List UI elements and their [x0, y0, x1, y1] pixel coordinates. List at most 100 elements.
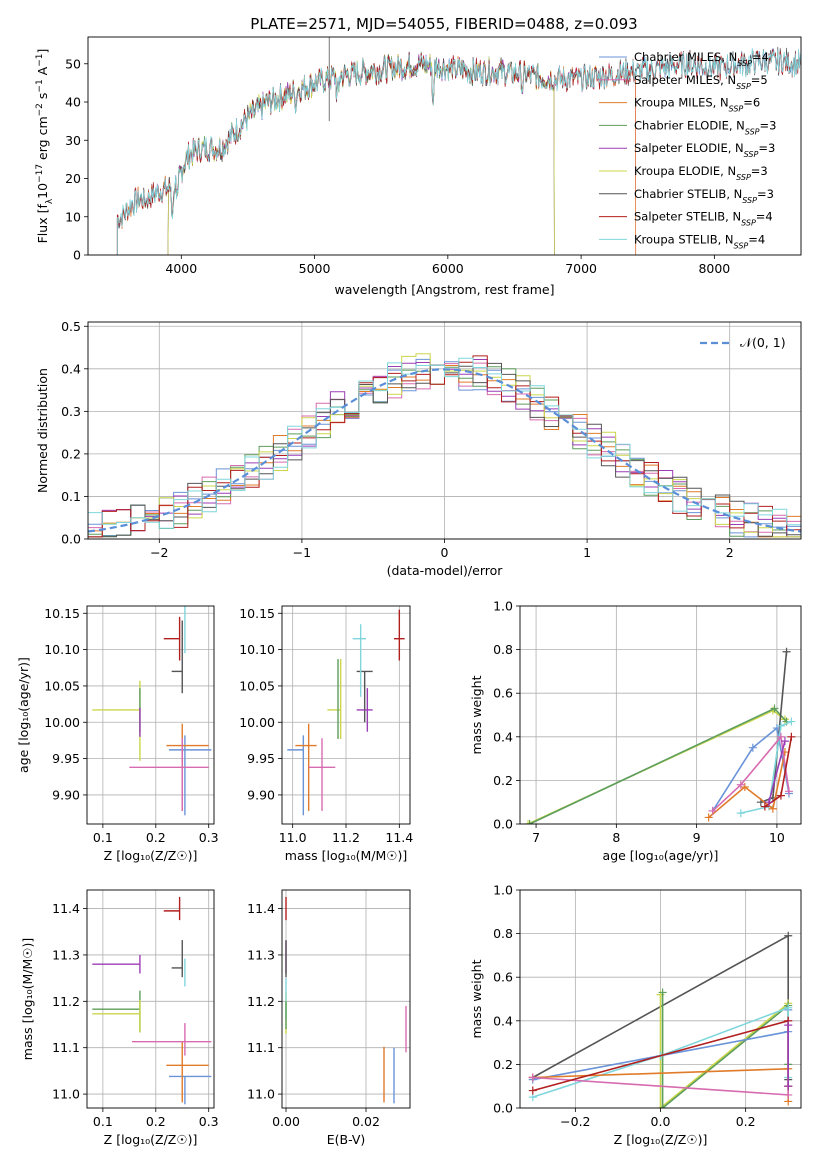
line-plot — [528, 931, 793, 1108]
y-axis-label: age [log₁₀(age/yr)] — [16, 657, 31, 773]
legend-entry-name: Chabrier ELODIE, N — [634, 118, 745, 132]
errorbar-plot — [287, 609, 405, 816]
legend-entry: Salpeter ELODIE, NSSP=3 — [634, 141, 775, 159]
residual-histogram-panel: −2 −1 0 1 2 0.0 0.1 0.2 0.3 0.4 0.5 (data-model)/er… — [35, 319, 802, 578]
y-tick-label: 0.0 — [61, 532, 81, 547]
x-tick-label: 9 — [693, 830, 701, 845]
y-tick-label: 0.6 — [493, 970, 513, 985]
legend-entry-value: =3 — [758, 141, 775, 155]
axes-frame — [281, 889, 411, 1109]
y-axis-label: mass [log₁₀(M/M☉)] — [20, 938, 35, 1060]
legend-entry-sub: SSP — [745, 127, 760, 136]
axes-frame — [519, 889, 802, 1109]
x-tick-label: 11.2 — [332, 830, 360, 845]
legend-entry-sub: SSP — [734, 241, 749, 250]
legend-entry-name: Salpeter ELODIE, N — [634, 141, 744, 155]
y-tick-label: 10.10 — [44, 642, 80, 657]
x-axis-label: (data-model)/error — [387, 563, 504, 578]
y-axis-label-part: −17 — [35, 164, 45, 183]
y-tick-label: 10.00 — [239, 715, 275, 730]
weight-series-line — [708, 751, 786, 819]
y-axis-label-part: erg cm — [35, 116, 50, 164]
x-tick-label: 0.3 — [199, 830, 219, 845]
y-axis-label-part: 10 — [35, 183, 50, 199]
y-tick-label: 11.1 — [247, 1040, 275, 1055]
y-tick-label: 11.4 — [247, 901, 275, 916]
x-tick-label: 0.1 — [93, 1114, 113, 1129]
axes-frame — [86, 605, 215, 825]
legend-entry-value: =4 — [748, 232, 765, 246]
x-tick-label: 10 — [769, 830, 785, 845]
y-tick-label: 11.3 — [247, 947, 275, 962]
x-tick-label: 0.2 — [736, 1114, 756, 1129]
y-tick-label: 11.2 — [247, 994, 275, 1009]
weight-point-marker — [656, 1104, 665, 1108]
figure-title: PLATE=2571, MJD=54055, FIBERID=0488, z=0… — [250, 15, 637, 33]
legend-entry-sub: SSP — [729, 104, 744, 113]
y-tick-label: 9.90 — [247, 787, 275, 802]
weight-point-marker — [776, 732, 785, 741]
y-axis-label: Normed distribution — [35, 368, 50, 493]
mass-weight-vs-metallicity-panel: −0.2 0.0 0.2 0.0 0.2 0.4 0.6 0.8 1.0 Z [log₁₀(Z/Z… — [469, 883, 802, 1147]
weight-point-marker — [770, 704, 779, 713]
y-tick-label: 0.1 — [61, 489, 81, 504]
y-axis-label-part: −1 — [35, 79, 45, 92]
x-tick-label: 2 — [726, 545, 734, 560]
y-axis-label-part: ] — [35, 49, 50, 54]
legend-entry: Kroupa ELODIE, NSSP=3 — [634, 164, 768, 182]
x-tick-label: 8000 — [698, 261, 730, 276]
axes-frame — [87, 321, 802, 540]
weight-point-marker — [704, 813, 713, 822]
y-tick-label: 10.05 — [239, 678, 275, 693]
legend-entry-value: =4 — [752, 50, 769, 64]
legend-entry: Chabrier ELODIE, NSSP=3 — [634, 118, 776, 136]
y-tick-label: 0.2 — [61, 446, 81, 461]
y-tick-label: 0.4 — [493, 729, 513, 744]
y-tick-label: 10.15 — [239, 606, 275, 621]
x-tick-label: 0.3 — [199, 1114, 219, 1129]
y-tick-label: 30 — [65, 133, 81, 148]
legend-entry-value: =5 — [751, 73, 768, 87]
y-tick-label: 0.4 — [61, 361, 81, 376]
y-axis-label-part: s — [35, 93, 50, 104]
y-tick-label: 11.4 — [52, 901, 80, 916]
x-tick-label: 1 — [583, 545, 591, 560]
y-tick-label: 9.95 — [247, 751, 275, 766]
x-tick-label: −0.2 — [560, 1114, 590, 1129]
weight-point-marker — [776, 791, 785, 800]
x-tick-label: 0.1 — [93, 830, 113, 845]
axes-frame — [87, 36, 802, 256]
legend-entry: Salpeter STELIB, NSSP=4 — [634, 210, 773, 228]
histogram-series — [88, 357, 801, 538]
x-tick-label: −1 — [293, 545, 311, 560]
y-tick-label: 11.3 — [52, 947, 80, 962]
axes-frame — [86, 889, 215, 1109]
spectrum-lines — [116, 37, 801, 255]
legend-entry: Chabrier STELIB, NSSP=3 — [634, 187, 774, 205]
y-tick-label: 11.0 — [247, 1087, 275, 1102]
mass-vs-metallicity-panel: 0.1 0.2 0.3 11.0 11.1 11.2 11.3 11.4 Z [log₁₀(Z/… — [20, 889, 219, 1147]
weight-point-marker — [764, 798, 773, 807]
y-tick-label: 0.2 — [493, 1057, 513, 1072]
weight-point-marker — [784, 1021, 793, 1030]
errorbar-plot — [92, 606, 212, 816]
y-tick-label: 10 — [65, 209, 81, 224]
y-tick-label: 11.0 — [52, 1087, 80, 1102]
line-plot — [524, 647, 796, 824]
x-axis-label: age [log₁₀(age/yr)] — [603, 848, 719, 863]
x-axis-label: mass [log₁₀(M/M☉)] — [285, 848, 407, 863]
histogram-plot — [88, 353, 801, 538]
legend-entry-value: =4 — [756, 210, 773, 224]
errorbar-plot — [92, 896, 212, 1105]
weight-point-marker — [736, 809, 745, 818]
age-vs-mass-panel: 11.0 11.2 11.4 9.90 9.95 10.00 10.05 10.10 10.15… — [239, 605, 413, 863]
weight-point-marker — [768, 804, 777, 813]
x-tick-label: 0 — [441, 545, 449, 560]
y-axis-label: Flux [fλ10−17 erg cm−2 s−1 A−1] — [35, 49, 55, 244]
weight-series-line — [712, 734, 790, 812]
weight-point-marker — [787, 732, 796, 741]
x-tick-label: 7 — [532, 830, 540, 845]
x-tick-label: 5000 — [299, 261, 331, 276]
y-tick-label: 0 — [73, 248, 81, 263]
